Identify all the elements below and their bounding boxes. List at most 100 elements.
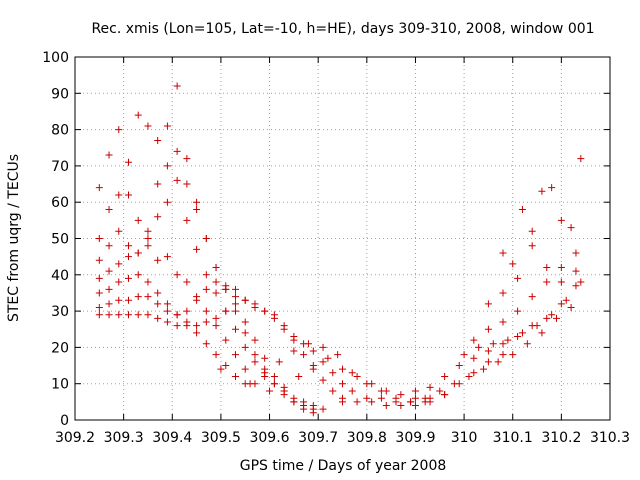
data-point [212,314,220,322]
data-point [411,401,419,409]
data-point [134,111,142,119]
data-point [465,372,473,380]
data-point [363,394,371,402]
data-point [115,296,123,304]
data-point [105,242,113,250]
data-point [450,380,458,388]
data-point [275,358,283,366]
data-point [115,278,123,286]
data-point [499,289,507,297]
data-point [105,205,113,213]
data-point [183,322,191,330]
data-point [484,300,492,308]
data-point [553,314,560,322]
data-point [261,307,269,315]
data-point [494,358,502,366]
y-tick-label: 60 [51,195,69,211]
data-point [241,318,249,326]
data-point [134,249,142,257]
data-point [95,289,103,297]
data-point [212,264,220,272]
data-point [270,380,278,388]
data-point [95,311,103,319]
data-point [475,343,483,351]
series-arc-12 [411,282,580,395]
data-point [125,191,132,199]
data-point [280,325,288,333]
data-point [193,245,201,253]
data-point [183,180,191,188]
data-point [470,369,478,377]
data-point [470,336,478,344]
data-point [251,300,259,308]
data-point [290,394,298,402]
data-point [489,340,497,348]
data-point [222,282,230,290]
data-point [377,394,385,402]
data-point [290,333,298,341]
data-point [407,398,415,406]
x-tick-label: 309.3 [104,430,144,446]
y-tick-label: 0 [60,413,69,429]
grid-lines [75,57,610,420]
data-point [319,358,327,366]
data-point [392,398,400,406]
data-point [251,358,259,366]
data-point [144,311,152,319]
data-point [202,340,210,348]
data-point [173,176,181,184]
data-point [95,274,103,282]
data-point [309,347,317,355]
data-point [193,198,201,206]
data-point [163,162,171,170]
data-point [193,322,201,330]
data-point [202,285,210,293]
x-tick-labels: 309.2 309.3 309.4 309.5 309.6 309.7 309.8 309.9… [55,430,630,446]
data-point [295,372,303,380]
data-point [222,336,230,344]
x-tick-label: 309.4 [152,430,192,446]
data-point [548,311,556,319]
y-tick-labels: 0 10 20 30 40 50 60 70 80 90 100 [42,50,69,429]
data-point [154,180,162,188]
data-point [572,249,580,257]
series-arc-02 [95,147,327,413]
data-point [562,296,570,304]
data-point [470,354,478,362]
data-point [509,351,517,359]
data-point [436,387,444,395]
data-point [144,227,152,235]
data-point [125,311,132,319]
data-point [134,271,142,279]
y-tick-label: 10 [51,377,69,393]
data-point [577,278,585,286]
data-point [95,184,103,192]
data-point [144,235,152,242]
data-point [334,351,342,359]
data-point [246,380,254,388]
data-point [441,372,449,380]
data-point [241,365,249,373]
data-point [95,303,103,311]
data-point [163,198,171,206]
data-point [324,354,332,362]
data-point [125,296,132,304]
data-point [105,151,113,159]
data-point [212,351,220,359]
data-point [382,401,390,409]
data-point [270,314,278,322]
data-point [125,274,132,282]
data-point [241,296,249,304]
data-point [115,126,123,134]
data-point [222,362,230,370]
series-arc-08 [217,340,429,406]
data-point [411,387,419,395]
data-point [95,235,103,242]
data-point [499,351,507,359]
x-tick-label: 310.1 [493,430,533,446]
data-point [261,372,269,380]
data-point [368,398,376,406]
data-point [193,329,201,337]
y-tick-label: 90 [51,86,69,102]
data-point [533,322,541,330]
